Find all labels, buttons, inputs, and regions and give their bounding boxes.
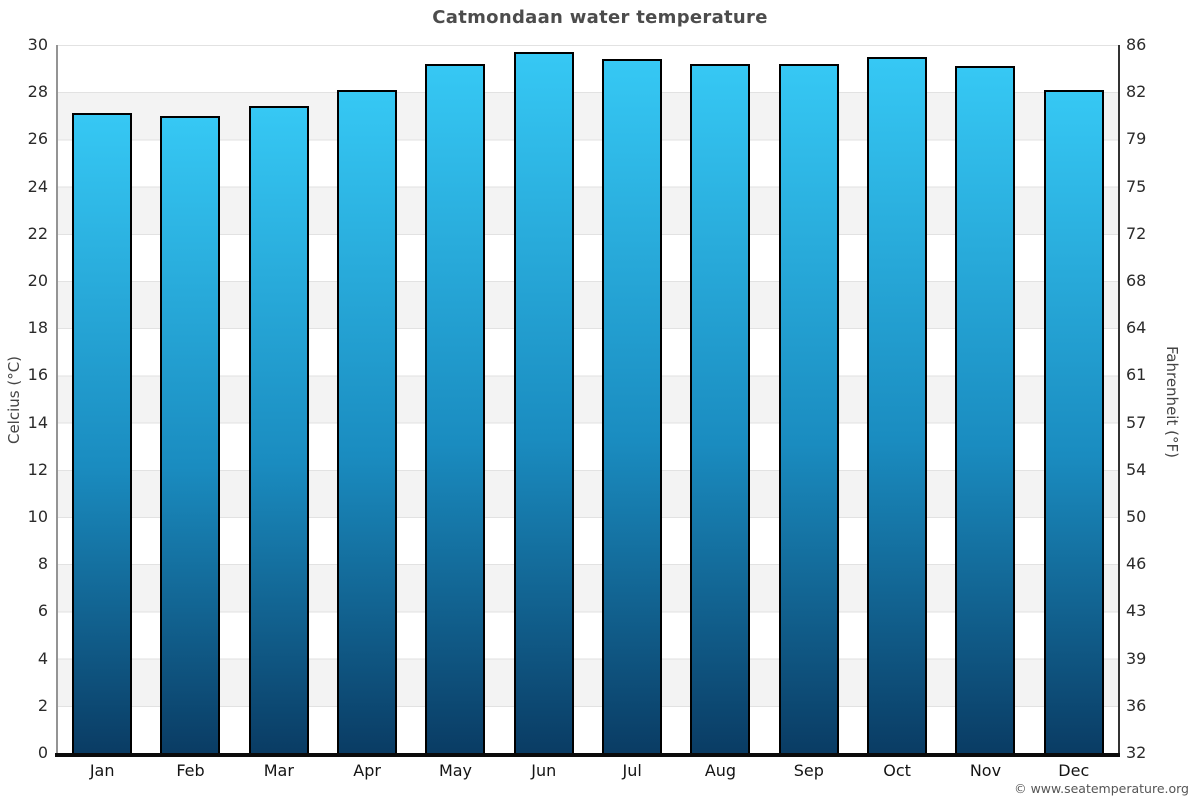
fahrenheit-tick-64: 64 <box>1126 318 1147 338</box>
x-label-dec: Dec <box>1058 761 1090 780</box>
x-axis-line <box>55 753 1120 757</box>
x-label-feb: Feb <box>176 761 205 780</box>
celsius-tick-16: 16 <box>27 365 48 385</box>
plot-area <box>58 45 1118 753</box>
celsius-tick-12: 12 <box>27 459 48 479</box>
celsius-tick-20: 20 <box>27 271 48 290</box>
x-label-jul: Jul <box>622 761 642 780</box>
x-label-jun: Jun <box>531 761 557 780</box>
bars-container <box>58 45 1118 753</box>
fahrenheit-tick-82: 82 <box>1126 82 1147 102</box>
x-label-nov: Nov <box>969 761 1002 780</box>
bar-sep <box>778 63 839 753</box>
fahrenheit-tick-57: 57 <box>1126 412 1147 432</box>
bar-slot-jul <box>588 45 676 753</box>
bar-mar <box>248 106 309 753</box>
fahrenheit-tick-79: 79 <box>1126 129 1147 149</box>
bar-slot-oct <box>853 45 941 753</box>
celsius-tick-2: 2 <box>37 695 48 715</box>
fahrenheit-tick-50: 50 <box>1126 507 1147 526</box>
celsius-tick-30: 30 <box>27 35 48 54</box>
y-axis-line-right <box>1118 45 1120 753</box>
celsius-tick-28: 28 <box>27 82 48 102</box>
bar-slot-aug <box>676 45 764 753</box>
fahrenheit-tick-39: 39 <box>1126 648 1147 668</box>
bar-oct <box>867 56 928 753</box>
bar-jan <box>72 113 133 753</box>
bar-slot-nov <box>941 45 1029 753</box>
celsius-tick-24: 24 <box>27 176 48 196</box>
fahrenheit-tick-36: 36 <box>1126 695 1147 715</box>
copyright-watermark: © www.seatemperature.org <box>1014 781 1189 796</box>
x-label-apr: Apr <box>353 761 381 780</box>
bar-nov <box>955 66 1016 753</box>
y-axis-line-left <box>56 45 58 757</box>
bar-slot-mar <box>235 45 323 753</box>
fahrenheit-tick-86: 86 <box>1126 35 1147 54</box>
y-axis-title-celsius: Celcius (°C) <box>5 355 23 445</box>
bar-dec <box>1043 89 1104 753</box>
x-label-may: May <box>438 761 473 780</box>
x-label-sep: Sep <box>793 761 824 780</box>
bar-slot-may <box>411 45 499 753</box>
fahrenheit-tick-68: 68 <box>1126 271 1147 290</box>
celsius-tick-10: 10 <box>27 507 48 526</box>
fahrenheit-tick-61: 61 <box>1126 365 1147 385</box>
celsius-tick-14: 14 <box>27 412 48 432</box>
celsius-tick-18: 18 <box>27 318 48 338</box>
fahrenheit-tick-32: 32 <box>1126 743 1147 762</box>
y-axis-fahrenheit-ticks: 86 82 79 75 72 68 64 61 57 54 50 46 43 39 36 32 <box>1126 37 1186 761</box>
celsius-tick-8: 8 <box>37 554 48 574</box>
celsius-tick-22: 22 <box>27 223 48 243</box>
bar-jun <box>513 52 574 753</box>
y-axis-celsius-ticks: 30 28 26 24 22 20 18 16 14 12 10 8 6 4 2 0 <box>0 37 52 761</box>
celsius-tick-26: 26 <box>27 129 48 149</box>
bar-aug <box>690 63 751 753</box>
bar-slot-sep <box>765 45 853 753</box>
bar-apr <box>337 89 398 753</box>
bar-feb <box>160 115 221 753</box>
chart-title: Catmondaan water temperature <box>432 7 768 28</box>
bar-may <box>425 63 486 753</box>
bar-slot-apr <box>323 45 411 753</box>
celsius-tick-0: 0 <box>37 743 48 762</box>
celsius-tick-6: 6 <box>37 601 48 621</box>
x-label-jan: Jan <box>89 761 115 780</box>
fahrenheit-tick-46: 46 <box>1126 554 1147 574</box>
x-label-oct: Oct <box>883 761 911 780</box>
bar-jul <box>602 59 663 753</box>
bar-slot-feb <box>146 45 234 753</box>
y-axis-title-fahrenheit: Fahrenheit (°F) <box>1163 346 1181 458</box>
bar-slot-jan <box>58 45 146 753</box>
celsius-tick-4: 4 <box>37 648 48 668</box>
fahrenheit-tick-54: 54 <box>1126 459 1147 479</box>
x-label-aug: Aug <box>704 761 737 780</box>
x-label-mar: Mar <box>263 761 294 780</box>
fahrenheit-tick-43: 43 <box>1126 601 1147 621</box>
x-axis-month-labels: Jan Feb Mar Apr May Jun Jul Aug Sep Oct Nov Dec <box>58 761 1118 783</box>
bar-slot-dec <box>1030 45 1118 753</box>
fahrenheit-tick-72: 72 <box>1126 223 1147 243</box>
fahrenheit-tick-75: 75 <box>1126 176 1147 196</box>
bar-slot-jun <box>500 45 588 753</box>
